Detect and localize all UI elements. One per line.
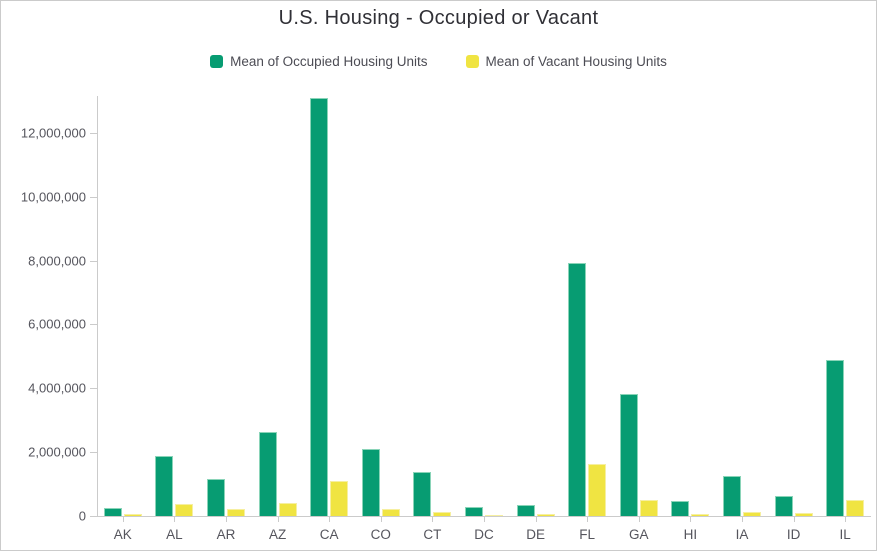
y-axis-tick [90, 388, 97, 390]
bar-occupied-AK[interactable] [103, 508, 122, 516]
y-axis-tick-label: 6,000,000 [28, 316, 86, 332]
bar-occupied-AZ[interactable] [258, 432, 277, 516]
bar-vacant-IA[interactable] [743, 512, 761, 516]
bar-occupied-IL[interactable] [826, 360, 845, 516]
x-axis-tick [638, 517, 640, 522]
bar-vacant-CO[interactable] [381, 509, 400, 516]
occupied-series-swatch-icon [210, 55, 224, 68]
x-axis-label-IL: IL [839, 527, 851, 542]
bar-vacant-HI[interactable] [691, 514, 710, 516]
bar-occupied-DE[interactable] [516, 505, 535, 516]
x-axis-tick [174, 517, 176, 522]
bar-vacant-AR[interactable] [227, 509, 245, 516]
y-axis-tick [90, 516, 97, 517]
x-axis-tick [226, 517, 227, 522]
chart-title: U.S. Housing - Occupied or Vacant [278, 7, 599, 29]
y-axis-tick [90, 452, 97, 454]
x-axis-label-CA: CA [319, 527, 339, 542]
x-axis-tick [484, 517, 485, 522]
bar-occupied-CO[interactable] [361, 449, 380, 516]
x-axis-label-CT: CT [423, 527, 442, 542]
bar-occupied-ID[interactable] [774, 496, 793, 516]
legend-label-vacant: Mean of Vacant Housing Units [485, 54, 667, 69]
bar-vacant-CA[interactable] [330, 481, 349, 516]
legend-label-occupied: Mean of Occupied Housing Units [230, 54, 428, 69]
x-axis-label-AL: AL [166, 527, 183, 542]
x-axis-line [97, 516, 871, 517]
x-axis-label-AK: AK [113, 527, 132, 542]
vacant-series-swatch-icon [465, 55, 479, 68]
x-axis-label-AR: AR [216, 527, 236, 542]
x-axis-tick [742, 517, 743, 522]
bar-vacant-GA[interactable] [639, 500, 658, 516]
x-axis-label-AZ: AZ [268, 527, 287, 542]
x-axis-tick [122, 517, 124, 522]
y-axis-tick-label: 10,000,000 [20, 189, 86, 205]
x-axis-tick [690, 517, 692, 522]
x-axis-tick [535, 517, 537, 522]
bar-occupied-IA[interactable] [723, 476, 741, 516]
x-axis-tick [380, 517, 382, 522]
bar-occupied-CA[interactable] [310, 98, 329, 516]
bar-vacant-AK[interactable] [123, 514, 142, 516]
x-axis-label-DE: DE [526, 527, 545, 542]
bar-vacant-AL[interactable] [175, 504, 194, 516]
legend-item-occupied[interactable]: Mean of Occupied Housing Units [210, 54, 428, 69]
x-axis-tick [277, 517, 279, 522]
x-axis-label-GA: GA [629, 527, 649, 542]
bar-vacant-IL[interactable] [846, 500, 865, 516]
y-axis-tick-label: 0 [78, 508, 86, 524]
x-axis-label-HI: HI [683, 527, 698, 542]
bar-occupied-AL[interactable] [155, 456, 174, 516]
bar-occupied-HI[interactable] [671, 501, 690, 516]
y-axis-tick [90, 324, 97, 326]
x-axis-label-DC: DC [474, 527, 494, 542]
bar-occupied-GA[interactable] [619, 394, 638, 516]
bar-vacant-ID[interactable] [794, 513, 813, 516]
chart-legend: Mean of Occupied Housing Units Mean of V… [1, 54, 876, 69]
x-axis-tick [587, 517, 589, 522]
bar-occupied-CT[interactable] [413, 472, 432, 516]
y-axis-tick-label: 2,000,000 [28, 444, 86, 460]
bar-occupied-AR[interactable] [207, 479, 225, 516]
x-axis-label-ID: ID [786, 527, 801, 542]
y-axis-tick-label: 12,000,000 [20, 125, 86, 141]
bar-vacant-FL[interactable] [588, 464, 607, 516]
x-axis-label-CO: CO [370, 527, 391, 542]
y-axis-tick-label: 8,000,000 [28, 253, 86, 269]
y-axis-tick-label: 4,000,000 [28, 380, 86, 396]
legend-item-vacant[interactable]: Mean of Vacant Housing Units [465, 54, 667, 69]
bar-vacant-DC[interactable] [485, 515, 503, 516]
y-axis-tick [90, 196, 97, 198]
bar-vacant-AZ[interactable] [278, 503, 297, 516]
x-axis-tick [329, 517, 331, 522]
x-axis-label-FL: FL [579, 527, 596, 542]
x-axis-tick [432, 517, 434, 522]
bar-occupied-DC[interactable] [465, 507, 483, 516]
x-axis-label-IA: IA [735, 527, 749, 542]
x-axis-tick [793, 517, 795, 522]
bar-vacant-CT[interactable] [433, 512, 452, 516]
y-axis-tick [90, 260, 97, 262]
y-axis-line [97, 96, 98, 516]
y-axis-tick [90, 132, 97, 134]
x-axis-tick [845, 517, 847, 522]
bar-occupied-FL[interactable] [568, 263, 587, 516]
bar-vacant-DE[interactable] [536, 514, 555, 516]
